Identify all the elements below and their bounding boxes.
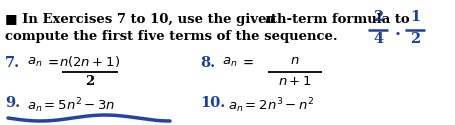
Text: 10.: 10. xyxy=(200,96,225,110)
Text: compute the first five terms of the sequence.: compute the first five terms of the sequ… xyxy=(5,30,338,43)
Text: .: . xyxy=(395,22,401,39)
Text: $a_n$: $a_n$ xyxy=(222,56,238,69)
Text: 2: 2 xyxy=(373,10,383,24)
Text: $n+1$: $n+1$ xyxy=(278,75,312,88)
Text: 8.: 8. xyxy=(200,56,215,70)
Text: 9.: 9. xyxy=(5,96,20,110)
Text: $n$: $n$ xyxy=(290,54,300,67)
Text: $a_n = 5n^2 - 3n$: $a_n = 5n^2 - 3n$ xyxy=(27,96,116,115)
Text: n: n xyxy=(264,13,273,26)
Text: 7.: 7. xyxy=(5,56,20,70)
Text: ■ In Exercises 7 to 10, use the given: ■ In Exercises 7 to 10, use the given xyxy=(5,13,281,26)
Text: =: = xyxy=(243,57,254,70)
Text: $a_n$: $a_n$ xyxy=(27,56,42,69)
Text: $a_n = 2n^3 - n^2$: $a_n = 2n^3 - n^2$ xyxy=(228,96,314,115)
Text: 4: 4 xyxy=(373,32,383,46)
Text: 2: 2 xyxy=(410,32,420,46)
Text: 1: 1 xyxy=(410,10,420,24)
Text: th-term formula to: th-term formula to xyxy=(271,13,410,26)
Text: $n(2n+1)$: $n(2n+1)$ xyxy=(60,54,121,69)
Text: 2: 2 xyxy=(86,75,95,88)
Text: =: = xyxy=(48,57,59,70)
